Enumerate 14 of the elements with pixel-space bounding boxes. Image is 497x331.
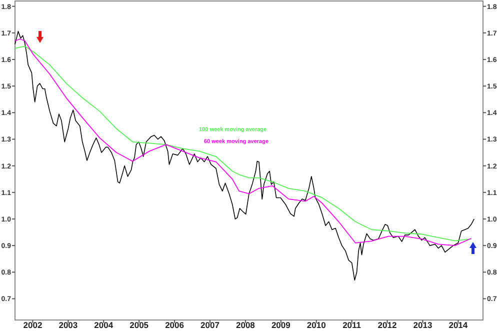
x-tick-label: 2014	[448, 320, 468, 330]
x-tick-label: 2010	[306, 320, 326, 330]
x-tick-label: 2012	[378, 320, 397, 330]
line-series	[14, 30, 475, 281]
x-tick-label: 2008	[236, 320, 256, 330]
x-tick-label: 2005	[130, 320, 149, 330]
x-tick-label: 2003	[58, 320, 78, 330]
x-tick-label: 2009	[271, 320, 291, 330]
x-tick-label: 2002	[23, 320, 42, 330]
x-tick-label: 2013	[413, 320, 432, 330]
x-tick-label: 2006	[165, 320, 184, 330]
x-tick-label: 2011	[342, 320, 362, 330]
x-tick-label: 2004	[94, 320, 114, 330]
x-tick-label: 2007	[200, 320, 220, 330]
